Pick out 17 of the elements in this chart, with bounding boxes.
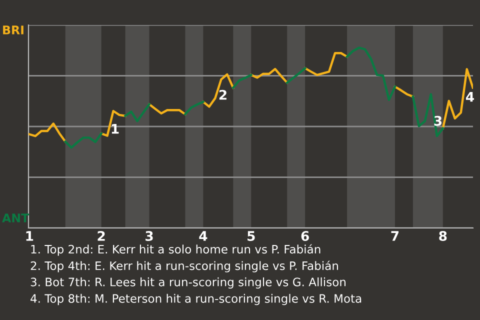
text: 1. Top 2nd: E. Kerr hit a solo home run vs P. Fabián <box>31 244 320 256</box>
text: 3. Bot 7th: R. Lees hit a run-scoring single vs G. Allison <box>30 277 346 289</box>
annotation: 2 <box>219 90 226 100</box>
x-tick-label: 5 <box>248 231 255 241</box>
x-tick-label: 8 <box>439 231 447 241</box>
x-tick-label: 4 <box>199 231 208 241</box>
x-tick-label: 6 <box>301 231 309 241</box>
text: 2. Top 4th: E. Kerr hit a run-scoring single vs P. Fabián <box>30 260 338 272</box>
annotation: 4 <box>466 92 474 102</box>
x-tick-label: 1 <box>26 231 34 241</box>
text: BRI <box>3 26 24 34</box>
annotation: 1 <box>112 124 119 134</box>
x-tick-label: 2 <box>98 231 105 241</box>
text: 4. Top 8th: M. Peterson hit a run-scoring single vs R. Mota <box>30 294 362 306</box>
annotation: 3 <box>434 116 442 126</box>
x-tick-label: 3 <box>146 231 153 241</box>
x-tick-label: 7 <box>391 231 399 241</box>
